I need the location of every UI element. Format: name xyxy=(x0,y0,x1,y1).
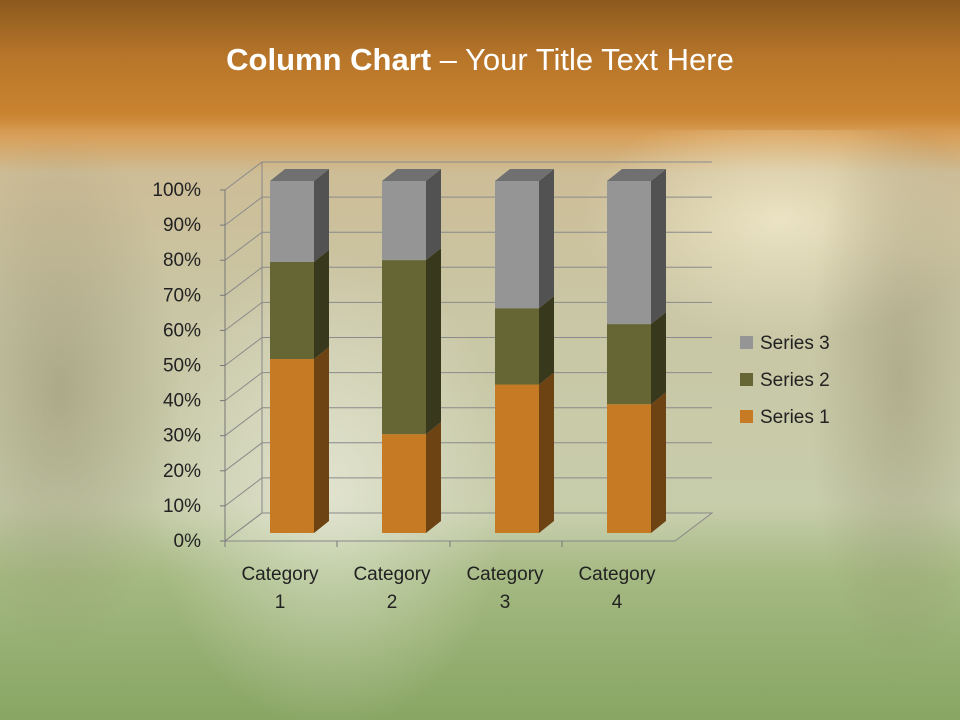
x-tick-label: 3 xyxy=(500,592,511,613)
y-tick-label: 0% xyxy=(174,531,202,552)
y-tick-label: 90% xyxy=(163,215,201,236)
bar-segment-2 xyxy=(270,181,314,262)
legend-swatch xyxy=(740,410,753,423)
y-tick-label: 20% xyxy=(163,461,201,482)
x-tick-label: 4 xyxy=(612,592,623,613)
title-rest: – Your Title Text Here xyxy=(431,42,734,77)
legend-label: Series 1 xyxy=(760,407,830,428)
y-tick-label: 50% xyxy=(163,356,201,377)
bar-side-2 xyxy=(539,169,554,309)
x-tick-label: Category xyxy=(466,564,544,585)
bar-side-0 xyxy=(651,392,666,533)
background-photo xyxy=(0,130,960,720)
y-tick-label: 60% xyxy=(163,320,201,341)
y-tick-label: 70% xyxy=(163,285,201,306)
bar-segment-2 xyxy=(495,181,539,309)
bar-side-2 xyxy=(426,169,441,261)
x-tick-label: Category xyxy=(241,564,319,585)
legend-label: Series 3 xyxy=(760,333,830,354)
legend-swatch xyxy=(740,336,753,349)
bar-side-1 xyxy=(539,296,554,385)
bar-segment-2 xyxy=(382,181,426,261)
bar-segment-0 xyxy=(495,384,539,533)
y-tick-label: 40% xyxy=(163,391,201,412)
slide-title: Column Chart – Your Title Text Here xyxy=(0,42,960,78)
legend-label: Series 2 xyxy=(760,370,830,391)
bar-side-1 xyxy=(426,248,441,435)
bar-side-0 xyxy=(314,347,329,533)
title-bold: Column Chart xyxy=(226,42,432,77)
bar-side-0 xyxy=(539,372,554,533)
x-tick-label: Category xyxy=(353,564,431,585)
y-tick-label: 10% xyxy=(163,496,201,517)
bar-segment-0 xyxy=(607,404,651,533)
y-tick-label: 30% xyxy=(163,426,201,447)
bar-top xyxy=(382,169,441,181)
bar-segment-1 xyxy=(382,260,426,435)
y-tick-label: 80% xyxy=(163,250,201,271)
x-tick-label: 2 xyxy=(387,592,398,613)
y-tick-label: 100% xyxy=(152,180,201,201)
bar-top xyxy=(270,169,329,181)
x-tick-label: Category xyxy=(578,564,656,585)
bar-top xyxy=(495,169,554,181)
bar-segment-2 xyxy=(607,181,651,325)
bar-segment-0 xyxy=(382,434,426,533)
bar-segment-0 xyxy=(270,359,314,533)
bar-side-1 xyxy=(651,312,666,405)
bar-segment-1 xyxy=(270,261,314,360)
x-tick-label: 1 xyxy=(275,592,286,613)
bar-side-0 xyxy=(426,422,441,533)
bar-segment-1 xyxy=(607,324,651,405)
title-bar xyxy=(0,0,960,130)
bar-side-2 xyxy=(651,169,666,325)
bar-segment-1 xyxy=(495,308,539,385)
bar-side-1 xyxy=(314,249,329,360)
legend-swatch xyxy=(740,373,753,386)
bar-top xyxy=(607,169,666,181)
bar-side-2 xyxy=(314,169,329,262)
